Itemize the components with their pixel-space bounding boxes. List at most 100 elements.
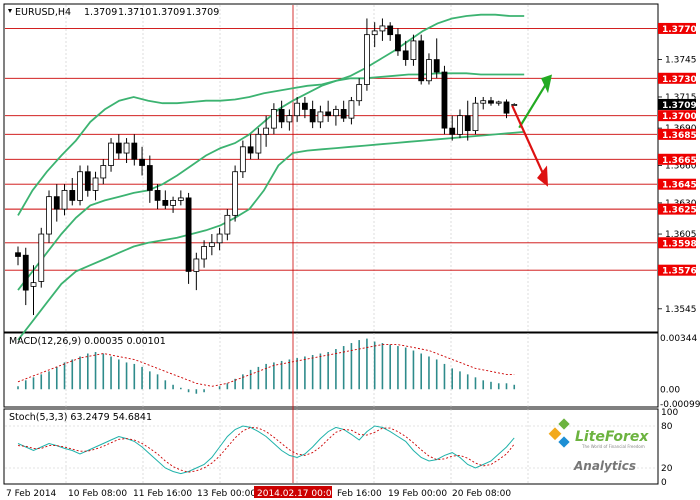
candle-body-bull: [371, 30, 378, 36]
candle: [46, 190, 52, 243]
level-tag: 1.3645: [658, 178, 697, 191]
candle: [224, 209, 231, 241]
candle: [387, 22, 394, 41]
price-tick-label: 1.3660: [665, 162, 697, 172]
time-axis-label: 19 Feb 00:00: [388, 489, 447, 499]
candle: [139, 146, 145, 176]
level-tag-label: 1.3645: [662, 181, 697, 191]
candle-body-bull: [170, 199, 176, 206]
candle-body-bull: [364, 34, 370, 85]
candle: [162, 190, 169, 210]
candle-body-bull: [201, 246, 207, 260]
candle: [115, 134, 122, 160]
time-axis-label: 20 Feb 08:00: [452, 489, 511, 499]
candle: [123, 138, 130, 164]
candle-body-bull: [30, 282, 37, 287]
symbol-label: EURUSD,H4: [15, 7, 71, 18]
resistance-support-levels: [5, 27, 657, 271]
level-tag-label: 1.3625: [662, 206, 697, 216]
forecast-arrow-up: [518, 74, 552, 129]
price-panel-frame: [3, 3, 659, 333]
candle-body-bear: [53, 196, 60, 210]
level-tag-box: [658, 237, 696, 249]
candle: [371, 22, 378, 48]
level-tag: 1.3598: [658, 237, 697, 249]
candle: [511, 103, 518, 106]
level-tag: 1.3770: [658, 22, 697, 35]
candle: [402, 40, 409, 66]
level-tag-label: 1.3598: [662, 239, 697, 249]
candle: [356, 78, 363, 106]
macd-signal-line: [17, 344, 515, 387]
level-tag-box: [658, 110, 696, 122]
candle-body-bull: [216, 233, 223, 244]
time-highlight-label: 2014.02.17 00:00: [257, 489, 338, 499]
time-axis-label: 11 Feb 16:00: [133, 489, 192, 499]
candle-body-bear: [433, 59, 440, 73]
candle-body-bear: [247, 146, 254, 154]
candle: [270, 103, 277, 135]
candle-body-bear: [22, 254, 29, 291]
candle: [53, 184, 60, 222]
time-axis-label: 7 Feb 2014: [6, 489, 57, 499]
candle: [333, 105, 339, 126]
high-price: 1.3710: [118, 7, 151, 18]
candle: [185, 192, 192, 284]
time-highlight-tag: 2014.02.17 00:00: [254, 486, 338, 499]
stoch-axis-label: 80: [661, 422, 673, 432]
time-axis-label: Feb 16:00: [337, 489, 382, 499]
candle: [286, 109, 293, 131]
level-tag-box: [658, 264, 696, 276]
candle: [433, 38, 440, 79]
time-axis-label: 13 Feb 00:00: [197, 489, 256, 499]
candle: [30, 265, 37, 316]
level-tag-label: 1.3685: [662, 131, 697, 141]
candle-body-bear: [69, 190, 76, 201]
candle: [61, 184, 68, 216]
macd-indicator: 0.00344 0.00 -0.00099: [17, 334, 700, 410]
candle-body-bull: [177, 197, 184, 201]
level-tag: 1.3576: [658, 264, 697, 277]
time-axis: 7 Feb 2014 10 Feb 08:00 11 Feb 16:00 13 Feb…: [6, 486, 511, 499]
candle: [263, 115, 270, 147]
candle-body-bear: [387, 25, 394, 36]
candle: [108, 138, 114, 172]
candle-body-bear: [488, 100, 494, 104]
candle: [177, 190, 184, 206]
candle-body-bear: [115, 142, 122, 154]
candle: [193, 252, 200, 291]
candle-body-bear: [418, 40, 425, 82]
stoch-axis-label: 0: [661, 478, 667, 488]
candle: [216, 227, 223, 251]
level-tag: 1.3625: [658, 203, 697, 216]
bollinger-upper-line: [17, 13, 525, 216]
candle: [146, 155, 153, 203]
candle-body-bull: [108, 142, 114, 166]
candle: [325, 100, 332, 122]
candle-body-bear: [185, 197, 192, 272]
candle-body-bull: [239, 146, 246, 173]
level-tag-label: 1.3730: [662, 75, 697, 85]
candle-body-bull: [38, 233, 45, 282]
candle-body-bull: [224, 214, 231, 235]
level-tag-label: 1.3665: [662, 156, 697, 166]
candlestick-series: [15, 18, 518, 316]
stoch-signal-line: [17, 426, 515, 473]
candle-body-bull: [348, 100, 355, 119]
candle: [379, 18, 386, 41]
candle: [247, 134, 254, 160]
candle: [340, 100, 347, 122]
level-tag-label: 1.3576: [662, 267, 697, 277]
level-tag: 1.3700: [658, 110, 697, 122]
stoch-title: Stoch(5,3,3) 63.2479 54.6841: [9, 412, 152, 423]
candle: [15, 246, 21, 266]
candle: [77, 165, 83, 206]
candle-body-bull: [333, 109, 339, 117]
candle: [472, 96, 479, 135]
symbol-dropdown-icon[interactable]: [8, 9, 12, 13]
candle: [395, 28, 401, 56]
chart-header: EURUSD,H4 1.3709 1.3710 1.3709 1.3709: [8, 7, 219, 18]
level-tag: 1.3730: [658, 72, 697, 85]
candle: [232, 165, 239, 222]
